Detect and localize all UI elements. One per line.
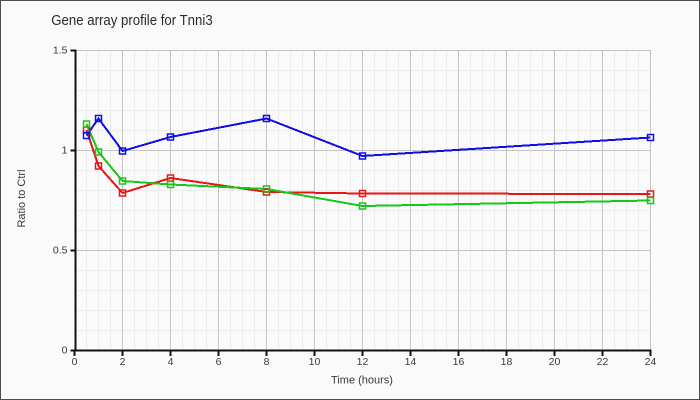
svg-text:6: 6	[216, 356, 222, 368]
svg-text:1: 1	[62, 144, 68, 156]
svg-text:12: 12	[357, 356, 369, 368]
svg-text:Time (hours): Time (hours)	[331, 375, 393, 387]
svg-text:14: 14	[405, 356, 417, 368]
svg-text:24: 24	[645, 356, 657, 368]
svg-text:Ratio to Ctrl: Ratio to Ctrl	[16, 169, 28, 227]
svg-text:22: 22	[597, 356, 609, 368]
svg-text:10: 10	[309, 356, 321, 368]
svg-text:0.5: 0.5	[53, 244, 68, 256]
svg-text:2: 2	[120, 356, 126, 368]
svg-text:18: 18	[501, 356, 513, 368]
svg-text:20: 20	[549, 356, 561, 368]
svg-text:4: 4	[168, 356, 174, 368]
svg-text:8: 8	[264, 356, 270, 368]
svg-text:Gene array profile for Tnni3: Gene array profile for Tnni3	[51, 12, 213, 29]
svg-text:1.5: 1.5	[53, 44, 68, 56]
svg-text:0: 0	[62, 344, 68, 356]
svg-text:0: 0	[72, 356, 78, 368]
svg-text:16: 16	[453, 356, 465, 368]
